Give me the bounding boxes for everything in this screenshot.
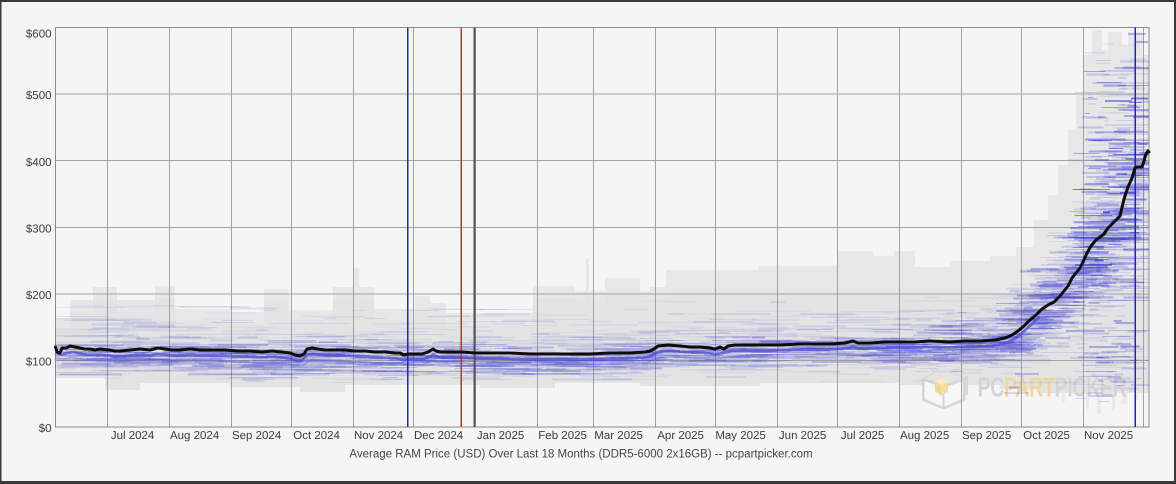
- svg-text:Aug 2025: Aug 2025: [900, 430, 949, 442]
- svg-text:Nov 2025: Nov 2025: [1084, 430, 1133, 442]
- svg-text:Sep 2025: Sep 2025: [962, 430, 1011, 442]
- svg-text:Jul 2025: Jul 2025: [841, 430, 884, 442]
- svg-text:$600: $600: [26, 28, 52, 40]
- svg-text:$500: $500: [26, 90, 52, 102]
- svg-text:Aug 2024: Aug 2024: [170, 430, 220, 442]
- svg-text:Apr 2025: Apr 2025: [657, 430, 704, 442]
- svg-text:$0: $0: [39, 423, 52, 435]
- svg-text:May 2025: May 2025: [715, 430, 766, 442]
- svg-text:Feb 2025: Feb 2025: [538, 430, 587, 442]
- svg-text:Dec 2024: Dec 2024: [414, 430, 464, 442]
- svg-text:Jul 2024: Jul 2024: [111, 430, 155, 442]
- svg-text:$400: $400: [26, 157, 52, 169]
- svg-text:$100: $100: [26, 357, 52, 369]
- svg-text:Average RAM Price (USD) Over L: Average RAM Price (USD) Over Last 18 Mon…: [349, 449, 812, 461]
- svg-text:Jan 2025: Jan 2025: [477, 430, 524, 442]
- svg-text:Nov 2024: Nov 2024: [354, 430, 404, 442]
- svg-text:Oct 2024: Oct 2024: [293, 430, 340, 442]
- svg-text:PCPARTPICKER: PCPARTPICKER: [978, 372, 1127, 403]
- svg-text:Mar 2025: Mar 2025: [594, 430, 643, 442]
- svg-text:$200: $200: [26, 290, 52, 302]
- svg-text:Oct 2025: Oct 2025: [1023, 430, 1070, 442]
- svg-text:Jun 2025: Jun 2025: [779, 430, 826, 442]
- svg-text:Sep 2024: Sep 2024: [232, 430, 282, 442]
- svg-text:$300: $300: [26, 223, 52, 235]
